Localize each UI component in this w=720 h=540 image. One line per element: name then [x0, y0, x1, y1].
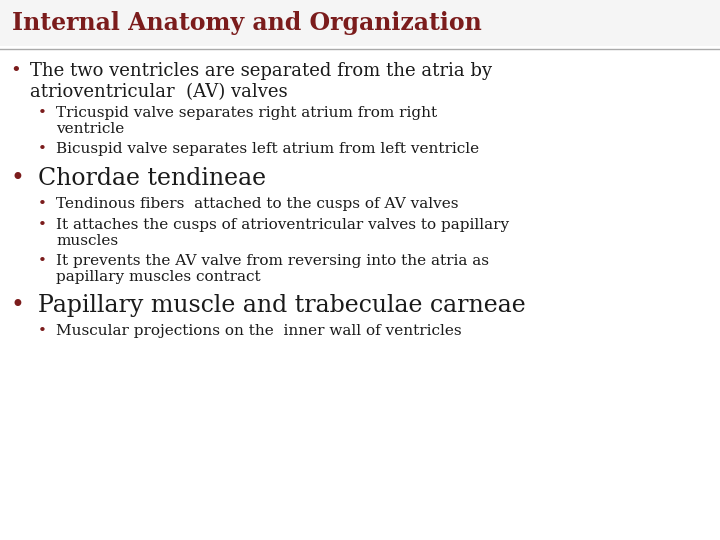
- Text: •: •: [38, 324, 47, 338]
- Text: Tricuspid valve separates right atrium from right
ventricle: Tricuspid valve separates right atrium f…: [56, 106, 437, 136]
- Text: •: •: [10, 167, 24, 190]
- Text: •: •: [38, 142, 47, 156]
- Text: •: •: [38, 254, 47, 268]
- Text: •: •: [38, 197, 47, 211]
- Text: Internal Anatomy and Organization: Internal Anatomy and Organization: [12, 11, 482, 35]
- Text: •: •: [10, 62, 21, 80]
- Text: The two ventricles are separated from the atria by
atrioventricular  (AV) valves: The two ventricles are separated from th…: [30, 62, 492, 101]
- Text: •: •: [10, 294, 24, 317]
- Text: Bicuspid valve separates left atrium from left ventricle: Bicuspid valve separates left atrium fro…: [56, 142, 479, 156]
- Text: It attaches the cusps of atrioventricular valves to papillary
muscles: It attaches the cusps of atrioventricula…: [56, 218, 509, 248]
- Text: Muscular projections on the  inner wall of ventricles: Muscular projections on the inner wall o…: [56, 324, 462, 338]
- Text: •: •: [38, 218, 47, 232]
- Text: It prevents the AV valve from reversing into the atria as
papillary muscles cont: It prevents the AV valve from reversing …: [56, 254, 489, 284]
- Text: •: •: [38, 106, 47, 120]
- Bar: [0, 0, 720, 46]
- Text: Chordae tendineae: Chordae tendineae: [38, 167, 266, 190]
- Text: Papillary muscle and trabeculae carneae: Papillary muscle and trabeculae carneae: [38, 294, 526, 317]
- Text: Tendinous fibers  attached to the cusps of AV valves: Tendinous fibers attached to the cusps o…: [56, 197, 459, 211]
